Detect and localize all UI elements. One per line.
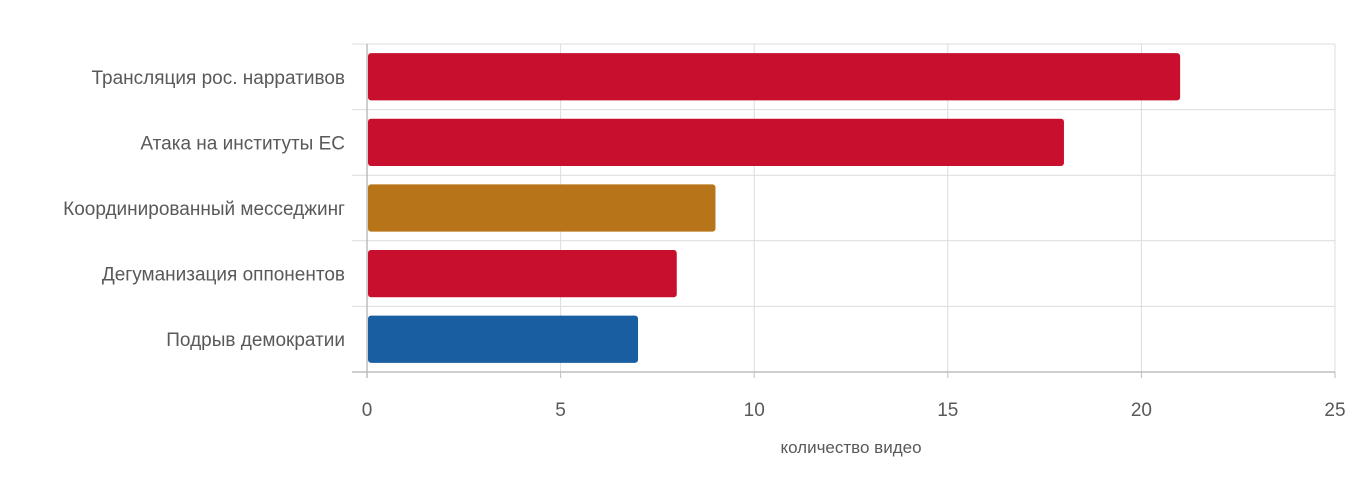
x-tick-label: 25 — [1324, 400, 1345, 421]
x-tick-label: 0 — [362, 400, 373, 421]
bar — [368, 53, 1181, 101]
x-tick-labels: 0 5 10 15 20 25 — [362, 400, 1346, 421]
x-tick-label: 5 — [555, 400, 566, 421]
category-labels: Трансляция рос. нарративов Атака на инсти… — [63, 68, 345, 351]
category-label: Трансляция рос. нарративов — [92, 68, 346, 89]
category-label: Подрыв демократии — [166, 330, 345, 351]
x-tick-label: 10 — [744, 400, 765, 421]
bars — [368, 53, 1181, 363]
x-tick-label: 15 — [937, 400, 958, 421]
bar — [368, 249, 677, 298]
bar — [368, 118, 1064, 167]
bar — [368, 184, 716, 232]
category-label: Дегуманизация оппонентов — [102, 265, 345, 286]
axes — [352, 44, 1336, 378]
x-axis-title: количество видео — [780, 438, 921, 457]
category-label: Координированный месседжинг — [63, 199, 345, 220]
category-label: Атака на институты ЕС — [140, 133, 345, 154]
bar — [368, 315, 639, 363]
x-tick-label: 20 — [1131, 400, 1152, 421]
